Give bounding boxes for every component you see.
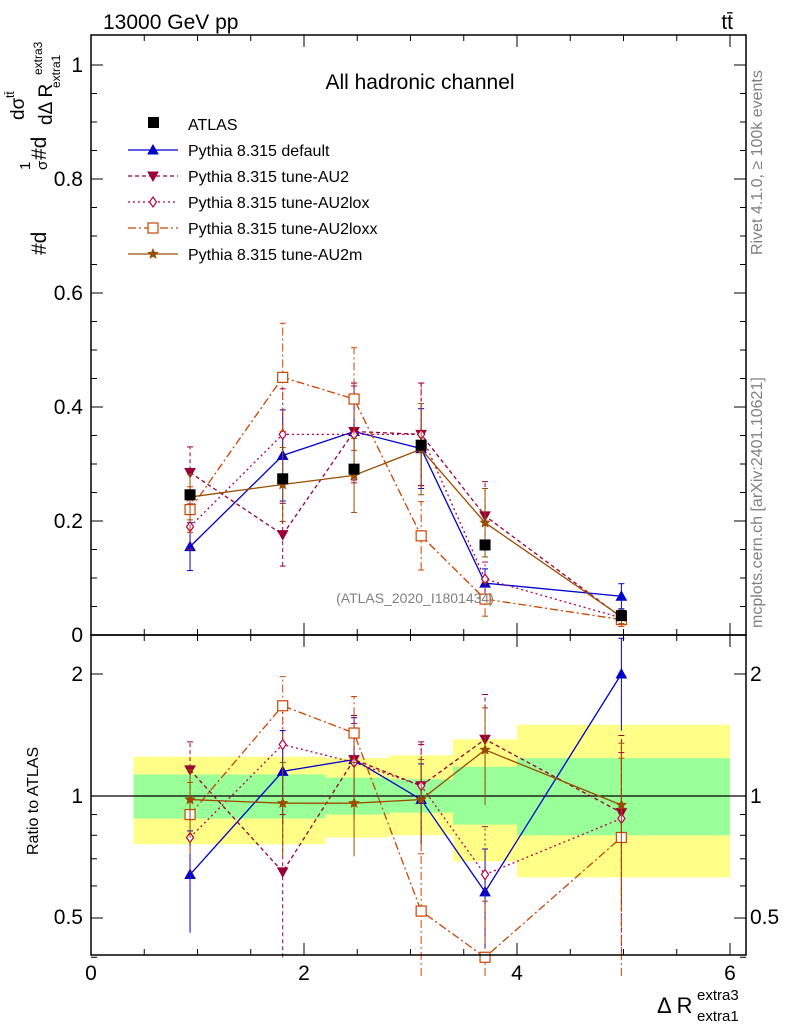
ylabel-den-sub: extra1 — [49, 54, 63, 88]
header-right: tt̄ — [721, 11, 733, 34]
green-band-5 — [517, 758, 730, 836]
series-point-3 — [277, 371, 289, 383]
chart-title: All hadronic channel — [325, 71, 514, 94]
ylabel-frac-top: 1 — [17, 162, 34, 170]
legend-marker-3 — [147, 222, 159, 234]
ylabel-den-sup: extra3 — [31, 41, 45, 75]
series-line-3 — [189, 376, 622, 621]
legend-label-au2loxx: Pythia 8.315 tune-AU2loxx — [188, 221, 377, 238]
ylabel-num-sup: tt̄ — [3, 91, 17, 98]
series-point-4 — [479, 516, 491, 528]
ylabel-frac-bottom: σ — [34, 160, 51, 170]
x-tick-label-6: 6 — [724, 962, 736, 985]
ratio-line-0 — [189, 673, 622, 894]
x-tick-label-2: 2 — [298, 962, 310, 985]
rivet-label: Rivet 4.1.0, ≥ 100k events — [749, 70, 766, 255]
legend-label-au2m: Pythia 8.315 tune-AU2m — [188, 247, 362, 264]
ratio-tick-label-right-0.5: 0.5 — [750, 906, 779, 929]
ratio-point-3 — [277, 700, 289, 712]
series-point-1 — [276, 530, 289, 541]
series-point-0 — [184, 540, 196, 552]
x-axis-label: Δ R extra3 extra1 — [657, 987, 739, 1024]
ylabel-den: dΔ R — [36, 84, 57, 125]
atlas-point — [348, 463, 360, 475]
ratio-point-2 — [278, 738, 287, 751]
series-point-3 — [479, 593, 491, 605]
ratio-tick-label-0.5: 0.5 — [54, 906, 83, 929]
ratio-line-3 — [189, 704, 622, 959]
y-tick-label-0.2: 0.2 — [54, 510, 83, 533]
x-label-sub: extra1 — [697, 1008, 739, 1024]
atlas-data-layer — [184, 439, 627, 622]
atlas-point — [479, 539, 491, 551]
axis-ticks — [90, 35, 746, 958]
legend-atlas-label: ATLAS — [188, 117, 238, 134]
y-axis-label-main-fraction: 1 σ #d dσ tt̄ dΔ R extra1 extra3 — [3, 41, 63, 170]
atlas-point — [615, 610, 627, 622]
atlas-point — [184, 489, 196, 501]
series-line-4 — [189, 448, 622, 618]
ratio-line-2 — [189, 743, 622, 876]
ylabel-prefix: #d — [28, 232, 51, 255]
y-tick-label-0.4: 0.4 — [54, 396, 84, 419]
ratio-tick-label-right-2: 2 — [750, 663, 762, 686]
ratio-line-4 — [190, 749, 622, 806]
legend-marker-0 — [147, 143, 159, 155]
series-point-3 — [348, 393, 360, 405]
mcplots-label: mcplots.cern.ch [arXiv:2401.10621] — [749, 377, 766, 628]
ratio-point-1 — [276, 867, 289, 878]
legend-label-au2lox: Pythia 8.315 tune-AU2lox — [188, 195, 369, 212]
ratio-point-0 — [615, 667, 628, 679]
atlas-point — [415, 439, 427, 451]
atlas-point — [277, 473, 289, 485]
y-tick-label-0: 0 — [71, 624, 83, 647]
series-line-2 — [189, 433, 622, 619]
legend-atlas-marker — [148, 117, 159, 128]
ratio-point-4 — [184, 793, 196, 805]
ratio-point-4 — [415, 793, 427, 805]
ylabel-mid: #d — [28, 137, 51, 160]
ratio-tick-label-1: 1 — [71, 785, 83, 808]
legend-label-default: Pythia 8.315 default — [188, 143, 330, 160]
ylabel-num: dσ — [8, 97, 29, 120]
ratio-point-3 — [348, 727, 360, 739]
svg-text:#d: #d — [28, 232, 51, 255]
header-left: 13000 GeV pp — [103, 11, 238, 34]
x-label-sup: extra3 — [697, 987, 739, 1004]
y-tick-label-1: 1 — [71, 54, 83, 77]
ratio-point-2 — [480, 868, 490, 881]
x-label-base: Δ R — [657, 993, 692, 1018]
legend-marker-1 — [147, 171, 159, 183]
ratio-series-layer — [184, 637, 628, 976]
series-point-0 — [615, 590, 628, 601]
x-tick-label-4: 4 — [511, 962, 523, 985]
main-series-layer — [184, 322, 628, 627]
ratio-point-4 — [348, 797, 360, 809]
legend: ATLAS Pythia 8.315 default Pythia 8.315 … — [128, 117, 377, 264]
series-point-3 — [415, 530, 427, 542]
ratio-tick-label-2: 2 — [71, 663, 83, 686]
ratio-point-3 — [415, 905, 427, 917]
x-tick-label-0: 0 — [85, 962, 97, 985]
ratio-line-1 — [189, 738, 622, 873]
series-point-1 — [184, 468, 196, 479]
y-tick-label-0.6: 0.6 — [54, 282, 83, 305]
legend-marker-2 — [148, 195, 158, 209]
ratio-point-4 — [276, 797, 289, 809]
ratio-point-0 — [479, 885, 491, 897]
ratio-tick-label-right-1: 1 — [750, 785, 762, 808]
y-tick-label-0.8: 0.8 — [54, 168, 83, 191]
legend-marker-4 — [147, 247, 159, 259]
ratio-point-3 — [479, 951, 491, 963]
ratio-point-0 — [184, 868, 196, 880]
analysis-tag: (ATLAS_2020_I1801434) — [336, 590, 494, 606]
y-axis-label-ratio: Ratio to ATLAS — [25, 747, 42, 855]
series-line-1 — [189, 430, 622, 618]
ratio-point-4 — [479, 743, 491, 755]
legend-label-au2: Pythia 8.315 tune-AU2 — [188, 169, 349, 186]
ratio-point-4 — [615, 798, 628, 810]
y-axis-label-main: #d — [28, 232, 51, 255]
ratio-frame — [90, 634, 747, 956]
